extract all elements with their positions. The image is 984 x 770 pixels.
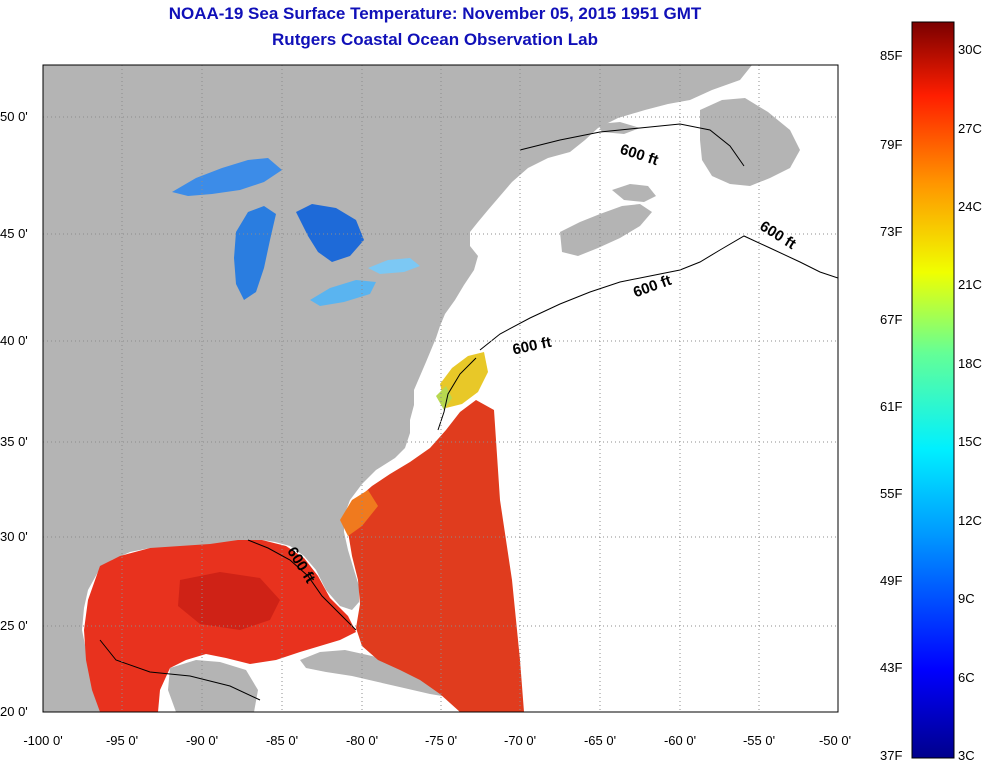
lon-tick-label: -70 0': [504, 733, 536, 748]
coastal-green: [436, 386, 452, 410]
colorbar-c-label: 12C: [958, 513, 982, 528]
colorbar-f-label: 61F: [880, 399, 903, 414]
colorbar-c-label: 3C: [958, 748, 975, 763]
lat-tick-label: 25 0': [0, 618, 28, 633]
lon-tick-label: -55 0': [743, 733, 775, 748]
colorbar-f-label: 85F: [880, 48, 903, 63]
lon-tick-label: -50 0': [819, 733, 851, 748]
gulf-sst-dark: [178, 572, 280, 630]
newfoundland: [700, 98, 800, 186]
cape-breton: [612, 184, 656, 202]
lat-tick-label: 45 0': [0, 226, 28, 241]
isobath-600ft: [99, 123, 838, 701]
nova-scotia: [560, 204, 652, 256]
lat-tick-label: 30 0': [0, 529, 28, 544]
lon-tick-label: -80 0': [346, 733, 378, 748]
colorbar-f-label: 79F: [880, 137, 903, 152]
longitude-axis: -100 0' -95 0' -90 0' -85 0' -80 0' -75 …: [23, 733, 851, 748]
atlantic-sst: [346, 400, 524, 712]
map-frame: [42, 64, 839, 713]
lat-tick-label: 40 0': [0, 333, 28, 348]
map-subtitle: Rutgers Coastal Ocean Observation Lab: [272, 30, 598, 49]
lon-tick-label: -65 0': [584, 733, 616, 748]
lon-tick-label: -100 0': [23, 733, 62, 748]
grid: [43, 65, 838, 712]
lat-tick-label: 50 0': [0, 109, 28, 124]
colorbar-f-label: 49F: [880, 573, 903, 588]
colorbar-c-label: 27C: [958, 121, 982, 136]
colorbar-f-label: 55F: [880, 486, 903, 501]
colorbar-c-label: 21C: [958, 277, 982, 292]
colorbar-f-label: 37F: [880, 748, 903, 763]
great-lakes: [172, 158, 420, 306]
lon-tick-label: -85 0': [266, 733, 298, 748]
yucatan: [168, 660, 258, 712]
colorbar-f-label: 43F: [880, 660, 903, 675]
lon-tick-label: -60 0': [664, 733, 696, 748]
gulfstream-yellow: [440, 352, 488, 408]
lon-tick-label: -90 0': [186, 733, 218, 748]
colorbar-f-label: 73F: [880, 224, 903, 239]
colorbar: [911, 21, 955, 759]
lon-tick-label: -75 0': [425, 733, 457, 748]
map-title: NOAA-19 Sea Surface Temperature: Novembe…: [168, 4, 702, 23]
lat-tick-label: 35 0': [0, 434, 28, 449]
colorbar-c-label: 9C: [958, 591, 975, 606]
colorbar-c-label: 18C: [958, 356, 982, 371]
cuba: [300, 650, 462, 698]
lat-tick-label: 20 0': [0, 704, 28, 719]
lon-tick-label: -95 0': [106, 733, 138, 748]
colorbar-f-label: 67F: [880, 312, 903, 327]
latitude-axis: 50 0' 45 0' 40 0' 35 0' 30 0' 25 0' 20 0…: [0, 109, 28, 719]
colorbar-c-label: 30C: [958, 42, 982, 57]
colorbar-c-label: 24C: [958, 199, 982, 214]
atlantic-sst-orange: [340, 490, 378, 536]
colorbar-c-label: 6C: [958, 670, 975, 685]
landmass: [43, 65, 752, 712]
colorbar-c-label: 15C: [958, 434, 982, 449]
